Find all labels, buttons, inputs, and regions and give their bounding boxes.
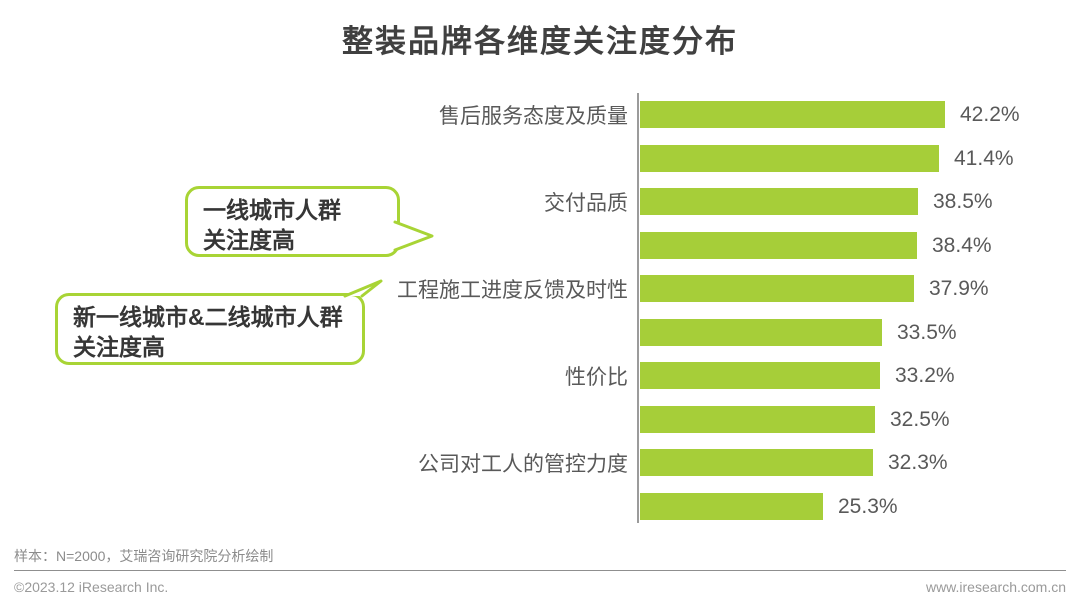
bar-row: 售后服务态度及质量 42.2% — [0, 101, 1080, 128]
bar-row: 公司对工人的管控力度 32.3% — [0, 449, 1080, 476]
website-link[interactable]: www.iresearch.com.cn — [925, 579, 1066, 595]
chart-title: 整装品牌各维度关注度分布 — [342, 24, 738, 59]
bar — [640, 362, 880, 389]
value-label: 32.3% — [888, 450, 948, 474]
category-label: 性价比 — [565, 365, 628, 389]
value-label: 41.4% — [954, 146, 1014, 170]
value-label: 38.4% — [932, 233, 992, 257]
bar-row: 工程施工进度反馈及时性 37.9% — [0, 275, 1080, 302]
annotation-text-line: 新一线城市&二线城市人群 — [73, 304, 343, 330]
bar — [640, 319, 882, 346]
bar-row: 性价比 33.2% — [0, 362, 1080, 389]
callout-tail-icon — [393, 220, 434, 252]
value-label: 32.5% — [890, 407, 950, 431]
bar — [640, 101, 945, 128]
bar — [640, 449, 873, 476]
category-label: 公司对工人的管控力度 — [418, 452, 628, 476]
bar — [640, 232, 917, 259]
bar-row: 41.4% — [0, 145, 1080, 172]
copyright-text: ©2023.12 iResearch Inc. — [14, 579, 169, 595]
value-label: 33.5% — [897, 320, 957, 344]
sample-note: 样本：N=2000，艾瑞咨询研究院分析绘制 — [14, 548, 274, 564]
bar — [640, 188, 918, 215]
annotation-tier1-cities: 一线城市人群 关注度高 — [185, 186, 400, 257]
value-label: 42.2% — [960, 102, 1020, 126]
category-label: 交付品质 — [544, 191, 628, 215]
annotation-text-line: 关注度高 — [73, 334, 165, 360]
bar — [640, 275, 914, 302]
annotation-tier2-cities: 新一线城市&二线城市人群 关注度高 — [55, 293, 365, 365]
bar-row: 32.5% — [0, 406, 1080, 433]
bar-row: 38.4% — [0, 232, 1080, 259]
callout-tail-icon — [343, 279, 383, 298]
annotation-text-line: 一线城市人群 — [203, 197, 341, 223]
bar — [640, 406, 875, 433]
y-axis-line — [637, 93, 639, 523]
annotation-text-line: 关注度高 — [203, 227, 295, 253]
bar-row: 25.3% — [0, 493, 1080, 520]
category-label: 工程施工进度反馈及时性 — [397, 278, 628, 302]
value-label: 25.3% — [838, 494, 898, 518]
value-label: 38.5% — [933, 189, 993, 213]
bar — [640, 493, 823, 520]
bar-row: 33.5% — [0, 319, 1080, 346]
value-label: 37.9% — [929, 276, 989, 300]
bar — [640, 145, 939, 172]
bar-row: 交付品质 38.5% — [0, 188, 1080, 215]
value-label: 33.2% — [895, 363, 955, 387]
category-label: 售后服务态度及质量 — [439, 104, 628, 128]
footer-divider — [14, 570, 1066, 571]
